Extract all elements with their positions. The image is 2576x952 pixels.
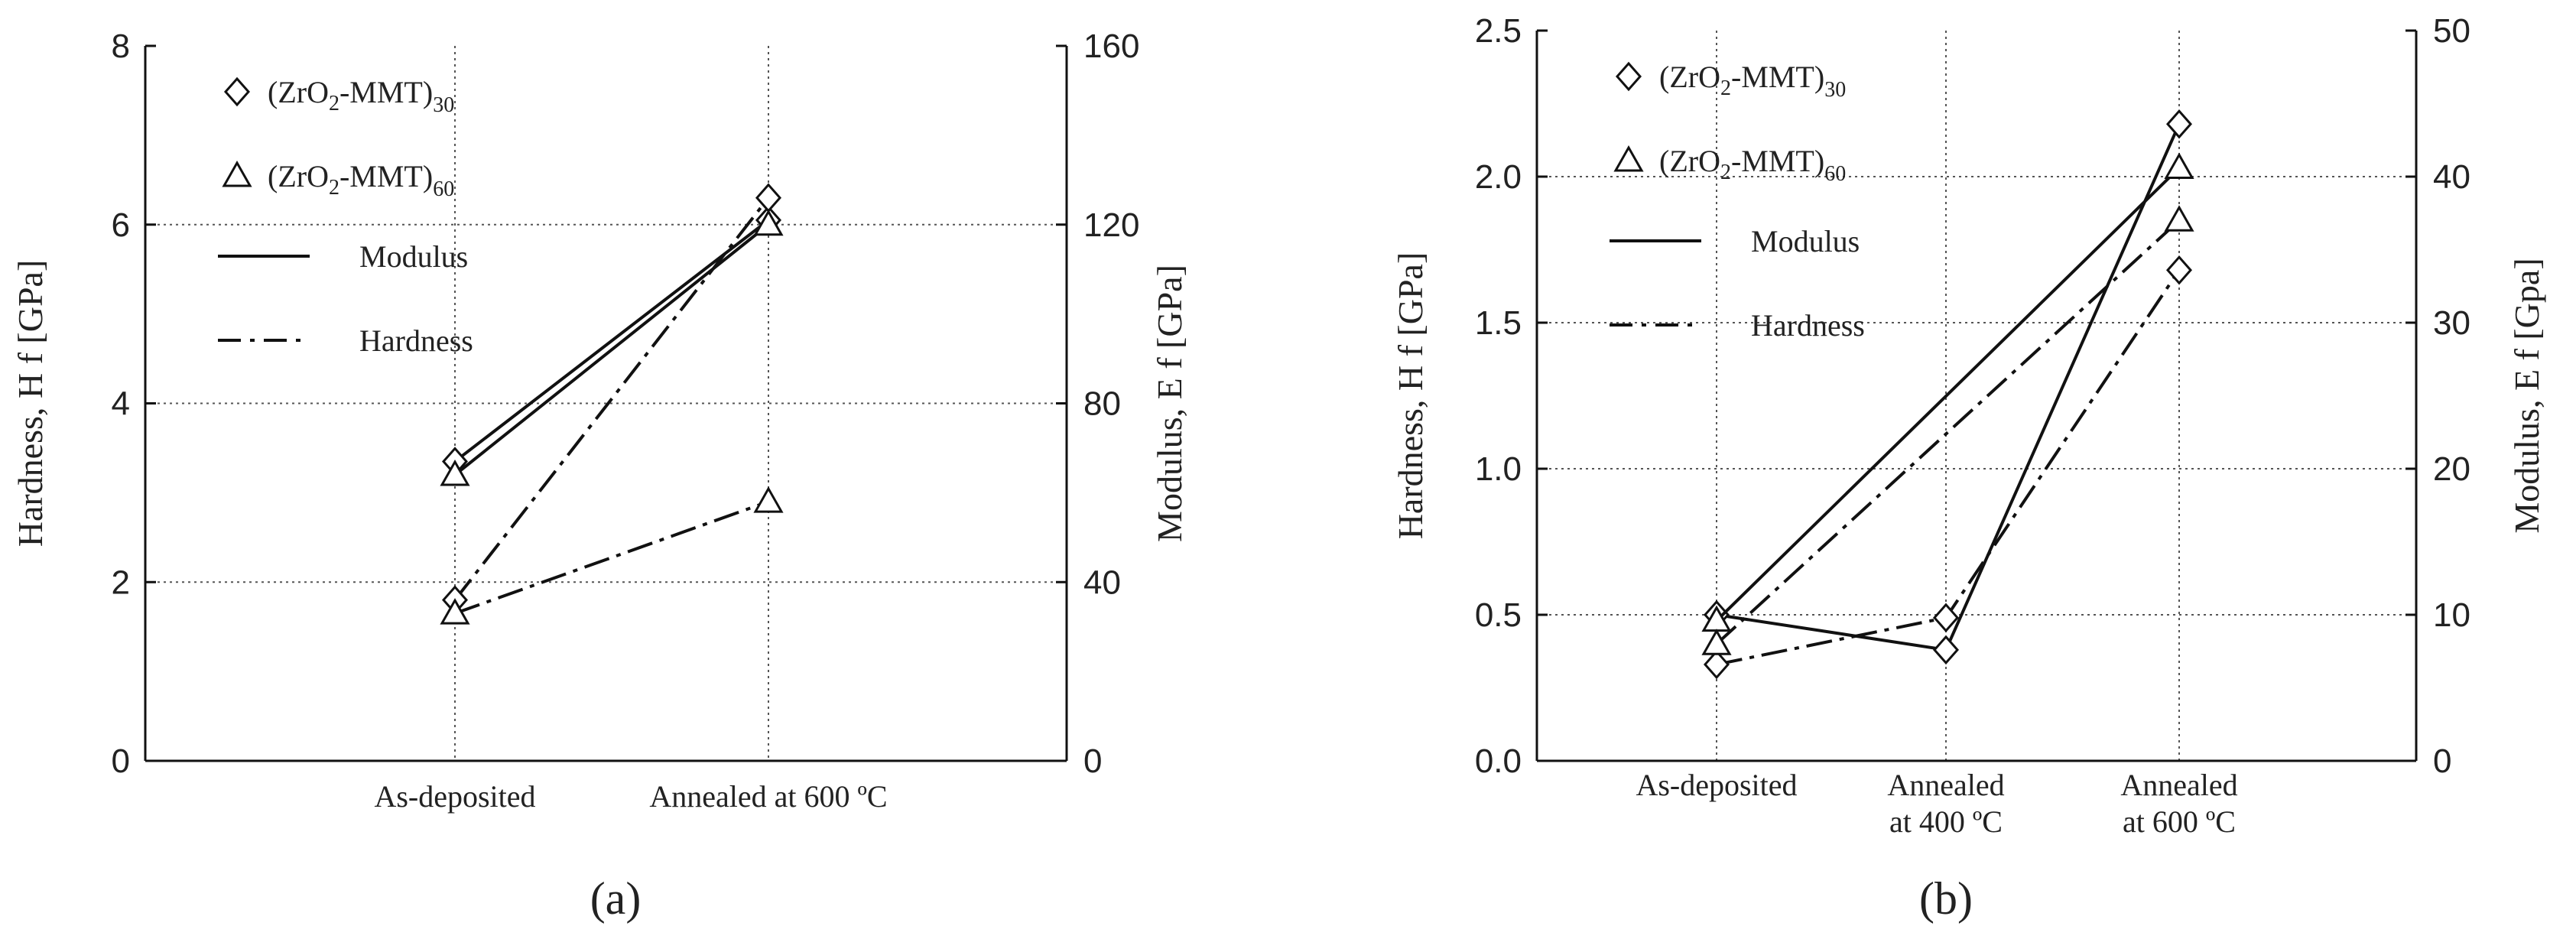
series-line-triangle-hardness: [1715, 219, 2181, 645]
category-label: Annealed at 600 ºC: [649, 779, 887, 814]
legend-text-sub: 30: [1824, 78, 1846, 102]
series-line-triangle-modulus: [1715, 167, 2181, 622]
legend-marker-label: (ZrO2-MMT)30: [268, 75, 454, 117]
diamond-marker: [223, 76, 251, 107]
triangle-marker: [1701, 629, 1732, 655]
triangle-marker: [1613, 145, 1644, 172]
series-line-triangle-modulus: [453, 223, 770, 476]
diamond-marker: [1703, 649, 1730, 680]
right-tick-label: 160: [1083, 28, 1139, 65]
category-label-line: at 400 ºC: [1889, 804, 2003, 839]
left-tick-label: 4: [112, 385, 130, 423]
triangle-marker: [753, 209, 784, 236]
left-tick-label: 1.5: [1475, 304, 1522, 342]
legend-line-label: Modulus: [359, 239, 468, 274]
left-axis-title: Hardness, H f [GPa]: [1391, 252, 1430, 540]
right-tick-label: 40: [2433, 158, 2470, 196]
diamond-marker: [1932, 603, 1960, 633]
diamond-marker: [1615, 61, 1642, 92]
chart-panel-b: 0.0 0.5 1.0 1.5 2.0 2.5 0 10 20 30 40 50 Hardness, H…: [1391, 12, 2546, 924]
legend-text-part: -MMT): [339, 159, 433, 193]
right-tick-label: 10: [2433, 596, 2470, 634]
series-line-diamond-modulus: [453, 219, 770, 463]
left-tick-label: 0.0: [1475, 742, 1522, 780]
triangle-marker: [753, 486, 784, 513]
legend-line-label: Hardness: [359, 323, 473, 358]
right-axis-title: Modulus, E f [GPa]: [1150, 265, 1189, 542]
legend-marker-label: (ZrO2-MMT)60: [268, 159, 454, 201]
legend-text-sub: 2: [329, 176, 339, 200]
category-label: Annealed at 600 ºC: [2120, 768, 2237, 839]
right-tick-label: 0: [2433, 742, 2451, 780]
category-label-line: Annealed: [2120, 768, 2237, 802]
legend-marker-label: (ZrO2-MMT)60: [1659, 144, 1846, 186]
legend-text-part: -MMT): [1731, 144, 1824, 178]
category-label-line: Annealed: [1887, 768, 2004, 802]
series-line-triangle-hardness: [454, 500, 769, 616]
right-tick-label: 40: [1083, 564, 1121, 601]
legend-line-label: Modulus: [1751, 224, 1860, 258]
legend-text-sub: 60: [433, 177, 454, 201]
left-tick-label: 8: [112, 28, 130, 65]
triangle-marker: [222, 160, 252, 187]
diamond-marker: [2165, 255, 2193, 285]
triangle-marker: [2164, 205, 2194, 232]
legend-text-sub: 2: [1720, 76, 1731, 100]
legend-text-part: (ZrO: [1659, 60, 1720, 94]
left-tick-label: 0: [112, 742, 130, 780]
legend-line-label: Hardness: [1751, 308, 1865, 343]
left-tick-label: 2: [112, 564, 130, 601]
diamond-marker: [1932, 635, 1960, 665]
legend-text-sub: 2: [329, 92, 339, 115]
category-label: As-deposited: [374, 779, 535, 814]
left-tick-label: 2.0: [1475, 158, 1522, 196]
panel-label: (b): [1919, 873, 1973, 924]
panel-label: (a): [590, 873, 642, 924]
diamond-marker: [2165, 109, 2193, 139]
category-label-line: at 600 ºC: [2123, 804, 2236, 839]
left-tick-label: 0.5: [1475, 596, 1522, 634]
legend-text-part: (ZrO: [1659, 144, 1720, 178]
right-tick-label: 30: [2433, 304, 2470, 342]
series-line-diamond-hardness: [453, 197, 770, 601]
triangle-marker: [440, 459, 470, 486]
category-label: Annealed at 400 ºC: [1887, 768, 2004, 839]
legend-text-sub: 30: [433, 93, 454, 117]
triangle-marker: [440, 598, 470, 625]
legend-text-part: -MMT): [339, 75, 433, 109]
right-tick-label: 80: [1083, 385, 1121, 423]
legend-marker-label: (ZrO2-MMT)30: [1659, 60, 1846, 102]
right-tick-label: 120: [1083, 206, 1139, 244]
category-label: As-deposited: [1636, 768, 1797, 802]
legend-text-sub: 2: [1720, 161, 1731, 184]
legend-text-part: -MMT): [1731, 60, 1824, 94]
left-tick-label: 1.0: [1475, 450, 1522, 488]
left-tick-label: 6: [112, 206, 130, 244]
legend-text-sub: 60: [1824, 162, 1846, 186]
right-tick-label: 0: [1083, 742, 1102, 780]
series-line-diamond-modulus: [1716, 123, 2181, 652]
left-tick-label: 2.5: [1475, 12, 1522, 50]
triangle-marker: [2164, 152, 2194, 180]
diamond-marker: [755, 183, 782, 213]
right-tick-label: 50: [2433, 12, 2470, 50]
left-axis-title: Hardness, H f [GPa]: [11, 260, 50, 547]
legend-text-part: (ZrO: [268, 75, 329, 109]
legend-text-part: (ZrO: [268, 159, 329, 193]
right-tick-label: 20: [2433, 450, 2470, 488]
right-axis-title: Modulus, E f [Gpa]: [2507, 258, 2546, 533]
